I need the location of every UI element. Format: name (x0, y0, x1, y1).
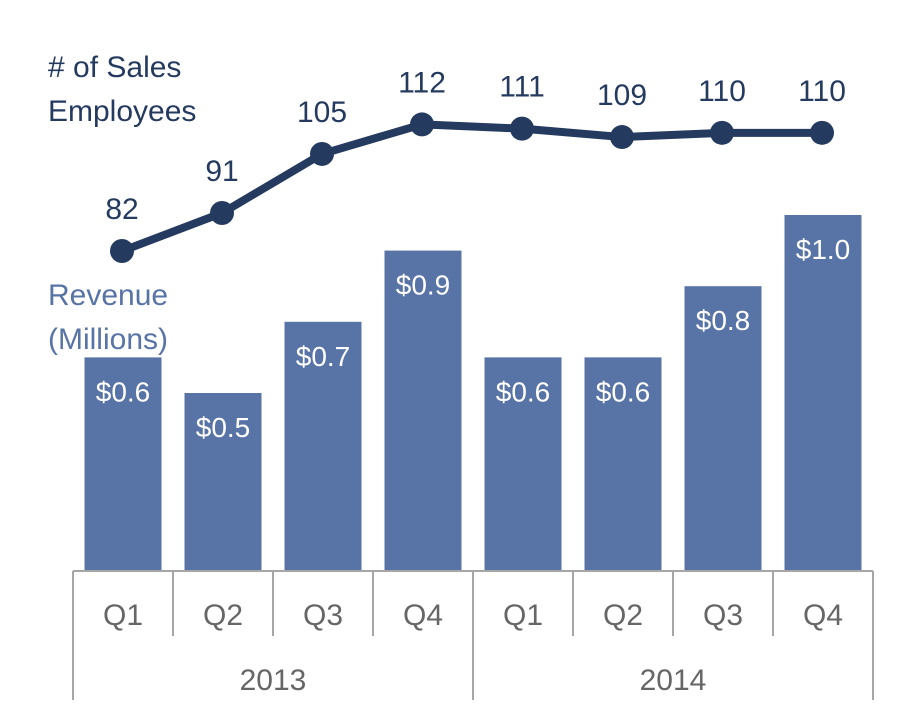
revenue-data-label: $0.6 (96, 376, 151, 407)
employees-data-label: 105 (297, 96, 347, 129)
revenue-series-label-line2: (Millions) (48, 323, 168, 356)
employees-point (810, 120, 834, 145)
employees-point (710, 120, 734, 145)
employees-point (110, 239, 134, 263)
employees-point (310, 141, 334, 166)
revenue-bar (184, 393, 262, 571)
x-group-labels: 2013 2014 (240, 664, 707, 697)
x-axis (72, 570, 874, 700)
employees-data-label: 109 (597, 79, 647, 112)
x-group-label: 2013 (240, 664, 307, 697)
x-tick-label: Q3 (303, 599, 343, 632)
x-tick-label: Q1 (503, 599, 543, 632)
revenue-bars (84, 215, 862, 571)
revenue-bar (84, 357, 162, 571)
employees-data-label: 82 (105, 193, 138, 226)
revenue-series-label-line1: Revenue (48, 279, 168, 312)
employees-line-series (110, 112, 834, 263)
employees-point (210, 201, 234, 226)
revenue-bar (384, 250, 462, 571)
employees-data-labels: 82 91 105 112 111 109 110 110 (105, 66, 846, 226)
employees-data-label: 111 (499, 71, 545, 104)
employees-point (610, 125, 634, 150)
employees-data-label: 110 (698, 75, 746, 108)
employees-data-label: 110 (798, 75, 846, 108)
employees-point (510, 116, 534, 141)
revenue-bar (284, 321, 362, 571)
revenue-data-label: $0.6 (596, 376, 651, 407)
revenue-bar (484, 357, 562, 571)
revenue-data-label: $0.6 (496, 376, 551, 407)
employees-series-label-line2: Employees (48, 95, 196, 128)
revenue-bar (584, 357, 662, 571)
employees-series-label-line1: # of Sales (48, 51, 181, 84)
revenue-bar (784, 215, 862, 571)
x-tick-label: Q4 (803, 599, 843, 632)
x-tick-label: Q2 (203, 599, 243, 632)
x-group-label: 2014 (640, 664, 707, 697)
revenue-bar (684, 286, 762, 571)
revenue-data-label: $0.9 (396, 270, 451, 301)
employees-point (410, 112, 434, 137)
employees-line (118, 120, 826, 255)
employees-data-label: 91 (205, 155, 238, 188)
revenue-data-label: $0.5 (196, 412, 251, 443)
x-tick-label: Q3 (703, 599, 743, 632)
revenue-data-labels: $0.6 $0.5 $0.7 $0.9 $0.6 $0.6 $0.8 $1.0 (96, 234, 851, 443)
x-tick-label: Q1 (103, 599, 143, 632)
employees-data-label: 112 (398, 66, 446, 99)
x-tick-label: Q4 (403, 599, 443, 632)
revenue-data-label: $0.8 (696, 305, 751, 336)
x-tick-labels: Q1 Q2 Q3 Q4 Q1 Q2 Q3 Q4 (103, 599, 843, 632)
x-tick-label: Q2 (603, 599, 643, 632)
revenue-data-label: $0.7 (296, 341, 351, 372)
revenue-data-label: $1.0 (796, 234, 851, 265)
